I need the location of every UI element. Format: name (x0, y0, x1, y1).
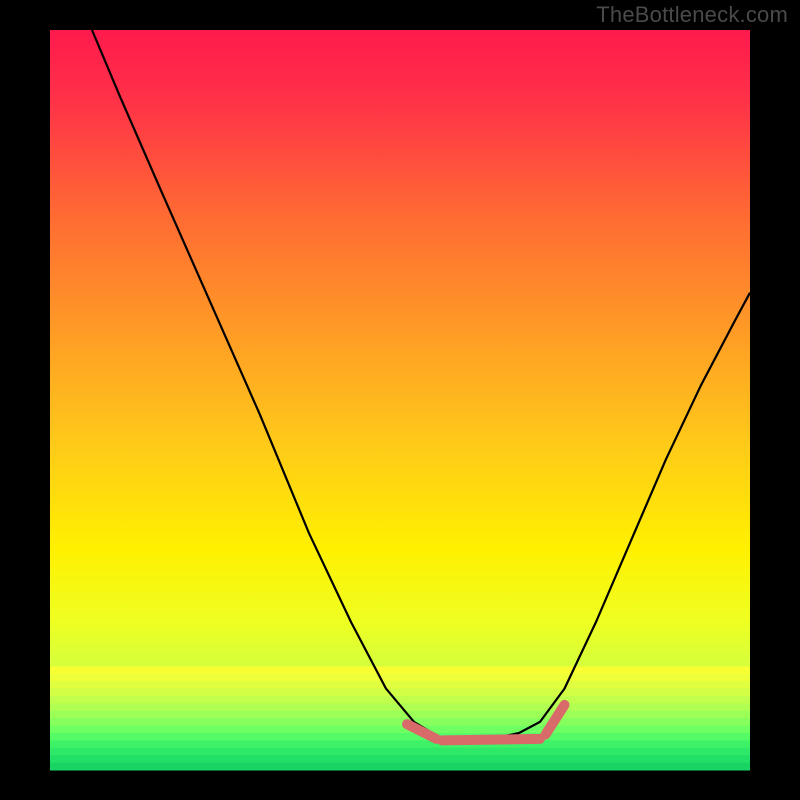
color-band (50, 666, 750, 674)
color-band (50, 681, 750, 689)
color-band (50, 755, 750, 763)
valley-segment (442, 739, 540, 740)
color-band (50, 748, 750, 756)
chart-container: TheBottleneck.com (0, 0, 800, 800)
color-band (50, 733, 750, 741)
color-band (50, 711, 750, 719)
plot-gradient-background (50, 30, 750, 770)
color-band (50, 674, 750, 682)
color-band (50, 726, 750, 734)
watermark-text: TheBottleneck.com (596, 2, 788, 28)
color-band (50, 718, 750, 726)
bottom-color-bands (50, 666, 750, 770)
color-band (50, 689, 750, 697)
color-band (50, 740, 750, 748)
color-band (50, 763, 750, 771)
color-band (50, 696, 750, 704)
bottleneck-chart (0, 0, 800, 800)
